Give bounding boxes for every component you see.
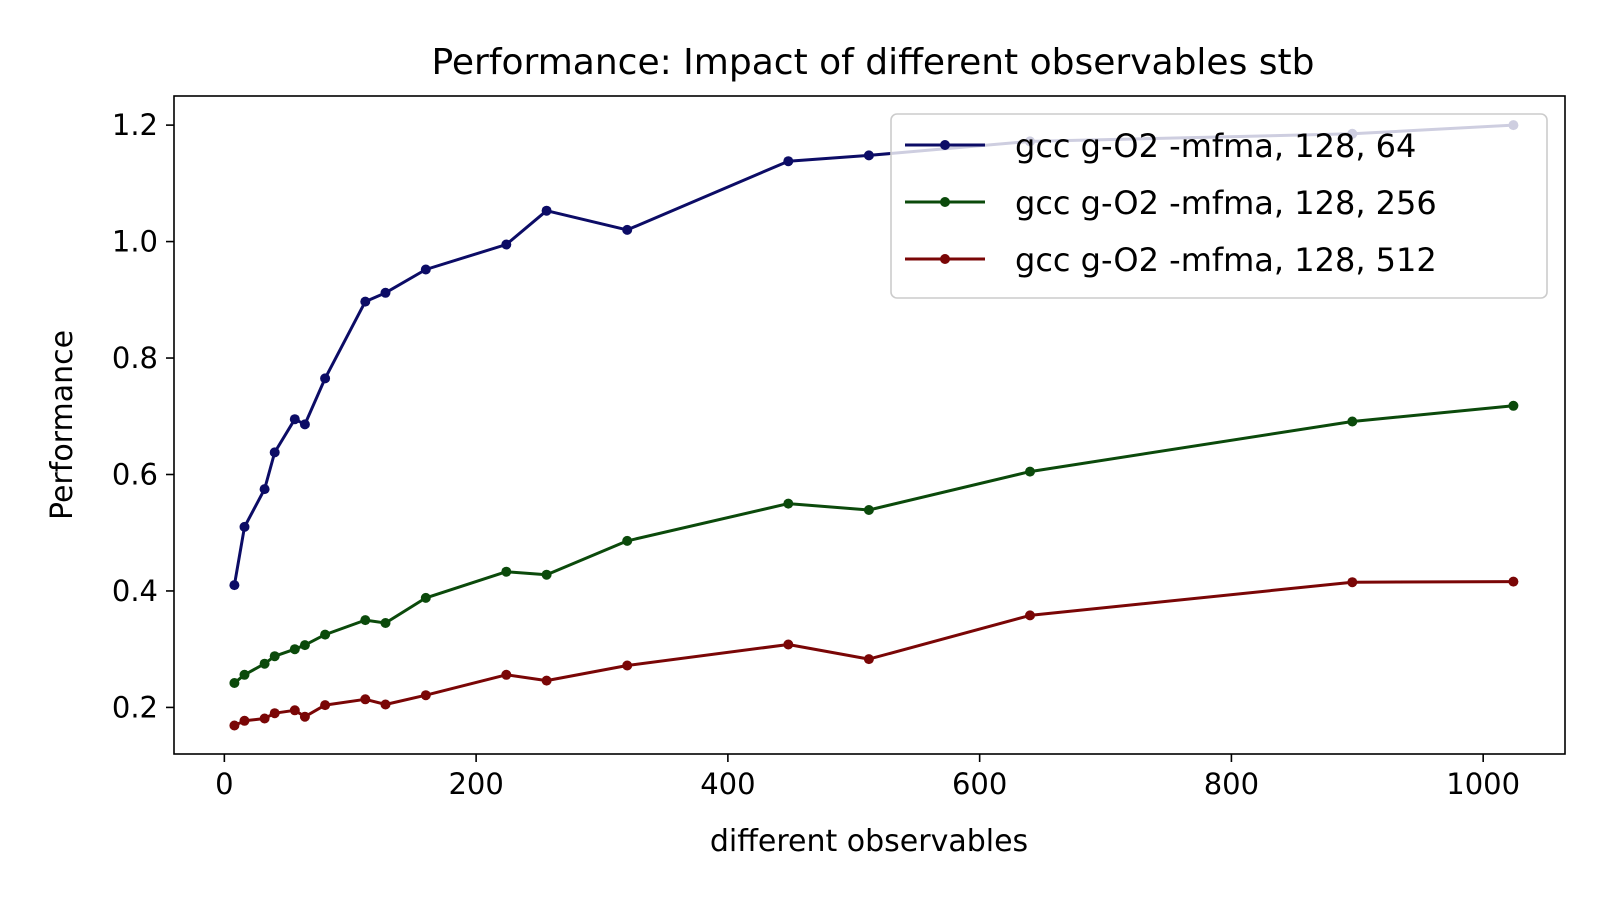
- data-point: [783, 639, 794, 650]
- data-point: [360, 296, 371, 307]
- series-line-3: [233, 580, 1514, 727]
- y-tick-label: 1.0: [112, 225, 158, 259]
- legend-label: gcc g-O2 -mfma, 128, 512: [1015, 241, 1437, 279]
- data-point: [229, 678, 240, 688]
- data-point: [501, 566, 512, 577]
- data-point: [320, 629, 331, 640]
- plot-area: 0 200 400 600 800 1000 0.2 0.4 0.6 0.8 1.0 1.2: [112, 95, 1566, 801]
- data-point: [239, 715, 250, 726]
- x-tick-label: 400: [700, 767, 755, 801]
- data-point: [380, 699, 391, 710]
- data-point: [622, 535, 633, 546]
- legend-label: gcc g-O2 -mfma, 128, 64: [1015, 127, 1416, 165]
- plot-frame: [173, 95, 1566, 755]
- data-point: [320, 700, 331, 711]
- x-tick-label: 1000: [1446, 767, 1520, 801]
- data-point: [259, 484, 270, 495]
- series-line-2: [233, 404, 1514, 685]
- data-point: [259, 713, 270, 724]
- legend-box: [890, 113, 1548, 299]
- legend-label: gcc g-O2 -mfma, 128, 256: [1015, 184, 1437, 222]
- data-point: [541, 205, 552, 216]
- x-tick-label: 800: [1204, 767, 1259, 801]
- data-point: [783, 498, 794, 509]
- data-point: [1025, 610, 1035, 621]
- data-point: [299, 419, 310, 430]
- data-point: [380, 618, 391, 628]
- data-point: [501, 669, 512, 680]
- legend: gcc g-O2 -mfma, 128, 64 gcc g-O2 -mfma, 1…: [890, 113, 1548, 299]
- data-point: [1347, 577, 1358, 588]
- data-point: [783, 156, 794, 167]
- legend-marker: [940, 140, 950, 150]
- data-point: [269, 651, 280, 662]
- x-axis-label: different observables: [710, 824, 1028, 859]
- data-point: [420, 592, 431, 603]
- data-point: [420, 690, 431, 701]
- x-tick-label: 0: [215, 767, 233, 801]
- data-point: [541, 675, 552, 686]
- data-point: [269, 708, 280, 719]
- data-point: [622, 224, 633, 235]
- data-point: [622, 660, 633, 671]
- y-tick-label: 0.2: [112, 690, 158, 724]
- data-point: [269, 447, 280, 458]
- y-tick-label: 0.6: [112, 457, 158, 491]
- data-point: [863, 150, 874, 161]
- data-point: [229, 720, 240, 731]
- data-point: [299, 711, 310, 722]
- data-point: [420, 264, 431, 275]
- data-point: [239, 521, 250, 532]
- data-point: [863, 654, 874, 665]
- data-point: [289, 414, 300, 425]
- data-point: [541, 569, 552, 580]
- data-point: [501, 239, 512, 250]
- data-point: [1025, 466, 1035, 477]
- y-axis: 0.2 0.4 0.6 0.8 1.0 1.2: [112, 108, 174, 724]
- data-point: [289, 705, 300, 716]
- data-point: [229, 580, 240, 591]
- data-point: [1347, 416, 1358, 427]
- y-tick-label: 0.8: [112, 341, 158, 375]
- data-point: [1508, 576, 1519, 587]
- y-axis-label: Performance: [45, 330, 80, 520]
- data-point: [289, 644, 300, 655]
- data-point: [863, 505, 874, 515]
- chart-title: Performance: Impact of different observa…: [431, 42, 1314, 83]
- x-tick-label: 600: [952, 767, 1007, 801]
- data-point: [380, 287, 391, 298]
- legend-marker: [940, 254, 950, 264]
- legend-marker: [940, 197, 950, 207]
- data-point: [239, 669, 250, 680]
- data-point: [259, 658, 270, 669]
- data-point: [1508, 400, 1519, 411]
- data-point: [360, 694, 371, 705]
- x-axis: 0 200 400 600 800 1000: [215, 754, 1520, 801]
- data-point: [360, 615, 371, 626]
- x-tick-label: 200: [448, 767, 503, 801]
- y-tick-label: 1.2: [112, 108, 158, 142]
- data-point: [299, 640, 310, 651]
- data-point: [320, 373, 331, 384]
- y-tick-label: 0.4: [112, 574, 158, 608]
